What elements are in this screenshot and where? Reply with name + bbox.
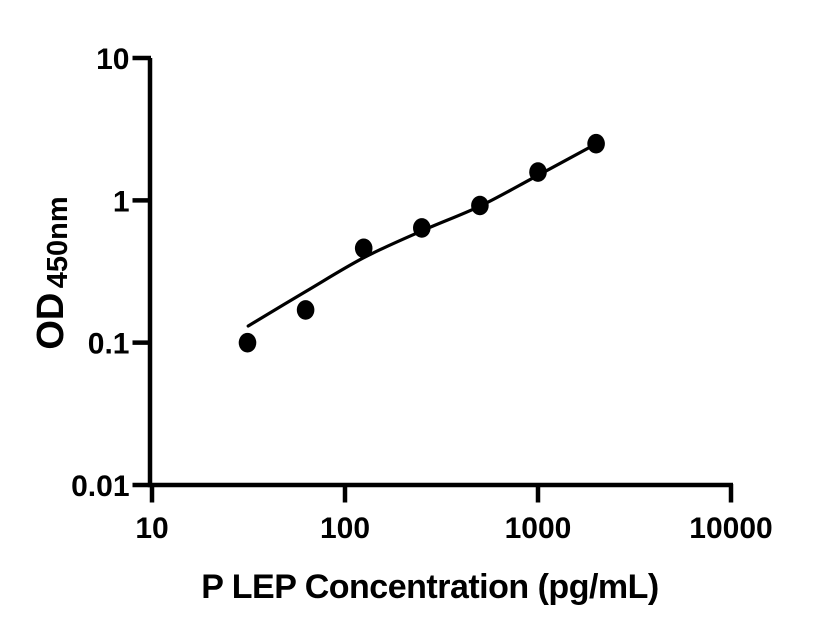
y-axis-title-subscript: 450nm xyxy=(42,196,74,288)
data-point xyxy=(354,238,373,259)
data-point-layer xyxy=(238,133,605,353)
y-tick-label: 1 xyxy=(113,185,130,218)
y-axis-title: OD 450nm xyxy=(30,196,74,349)
data-point xyxy=(413,218,431,238)
x-tick-label: 100 xyxy=(320,512,370,545)
data-point xyxy=(296,300,315,320)
x-axis-title: P LEP Concentration (pg/mL) xyxy=(201,568,659,606)
x-tick-label: 10 xyxy=(135,512,168,545)
y-tick-label: 0.01 xyxy=(71,470,129,503)
data-point xyxy=(238,332,257,353)
data-point xyxy=(587,133,605,154)
y-tick-label: 0.1 xyxy=(88,328,130,361)
data-point xyxy=(529,162,547,182)
y-tick-label: 10 xyxy=(96,43,129,76)
x-tick-label: 1000 xyxy=(505,512,572,545)
data-point xyxy=(471,195,489,216)
y-axis-title-main: OD xyxy=(30,293,72,350)
x-tick-label: 10000 xyxy=(689,512,772,545)
axis-spines xyxy=(147,58,733,488)
